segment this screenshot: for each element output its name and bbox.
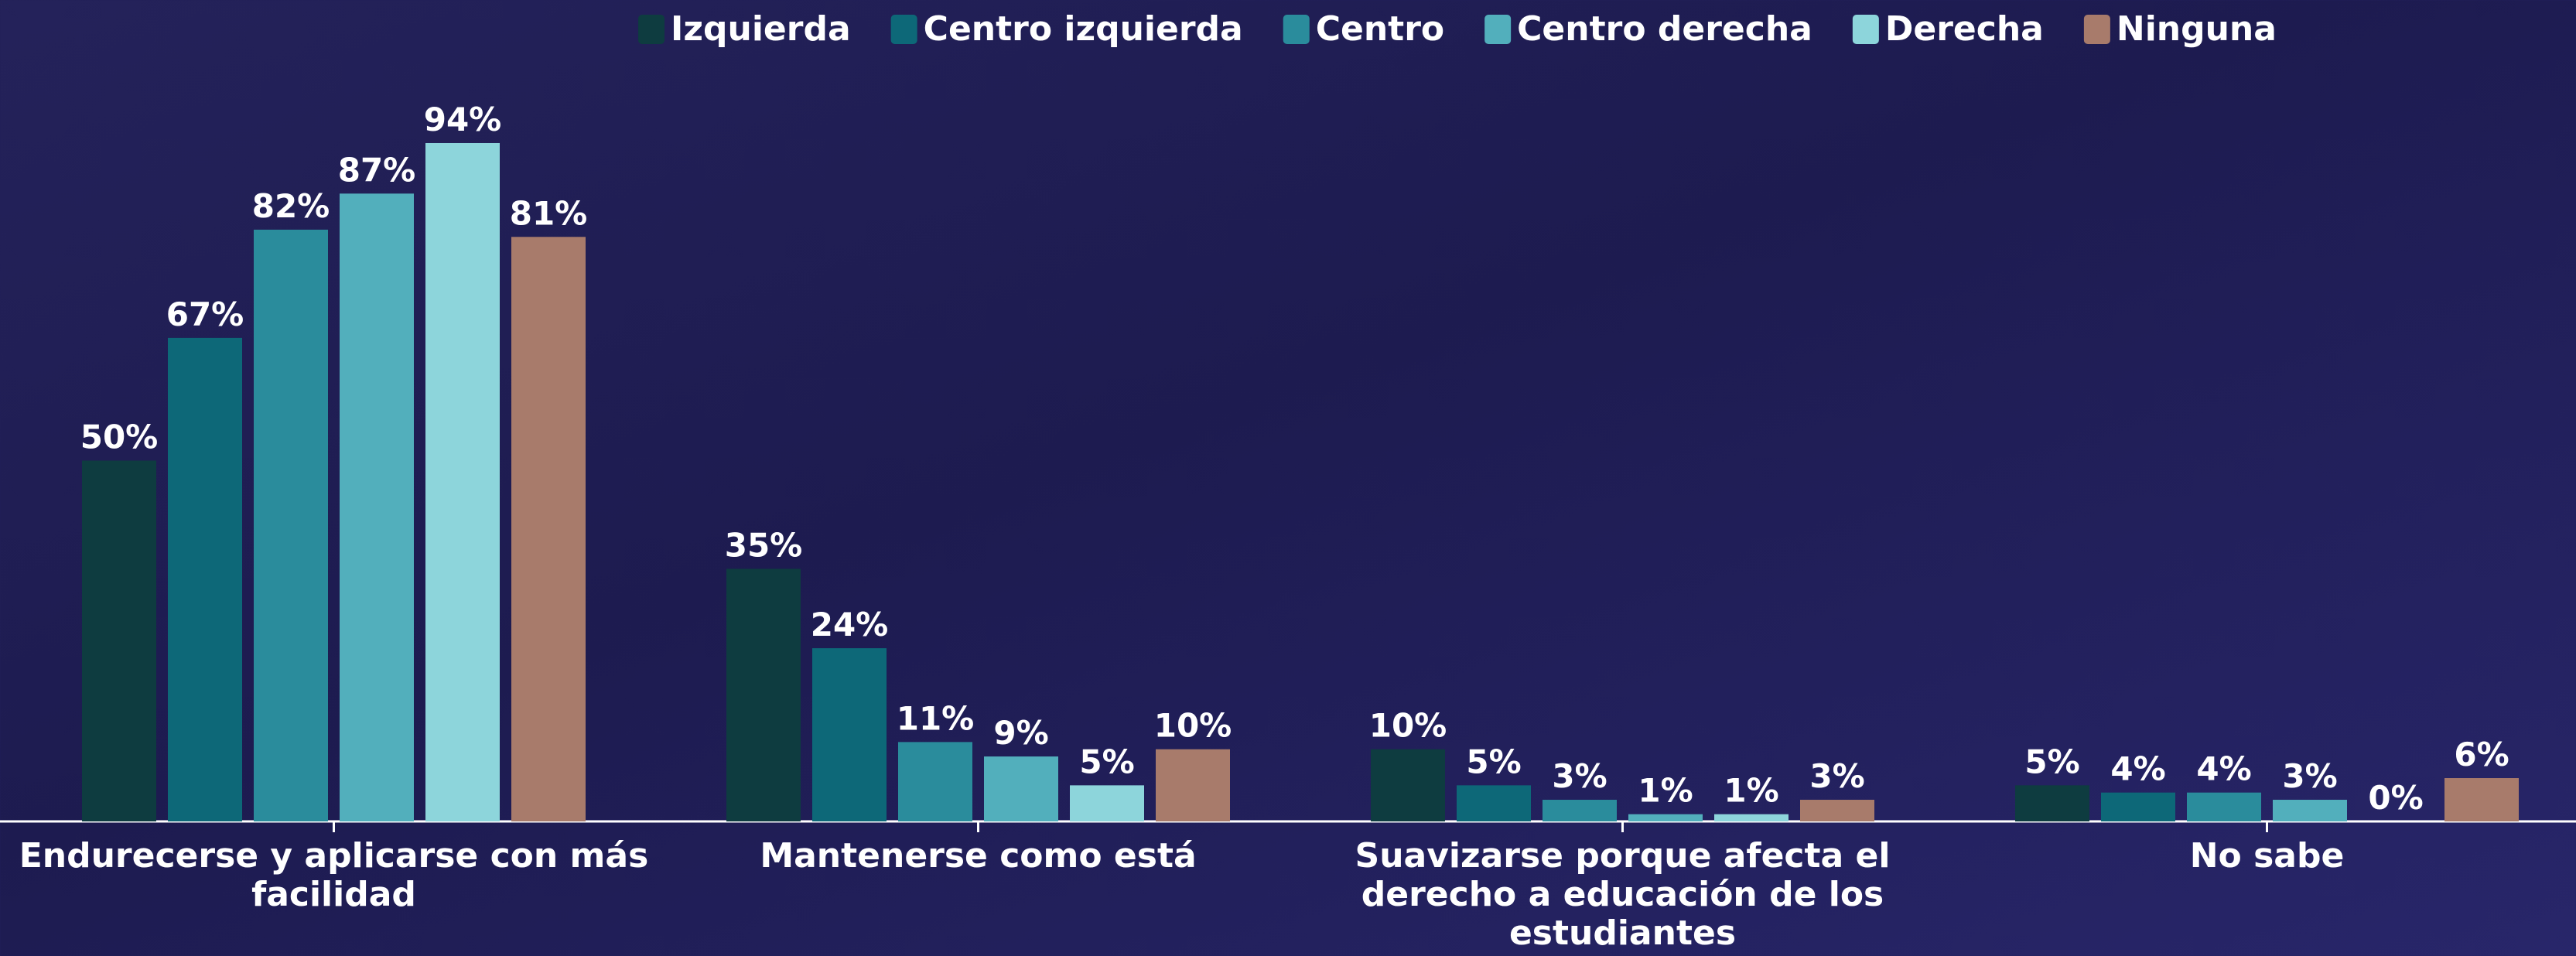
value-label: 10% [1154, 707, 1232, 745]
value-label: 10% [1369, 707, 1447, 745]
value-label: 82% [252, 187, 330, 225]
category-label: No sabe [2189, 836, 2345, 876]
value-label: 24% [811, 606, 889, 644]
bar [511, 237, 586, 821]
bar [1457, 785, 1531, 821]
legend-label: Derecha [1885, 9, 2044, 49]
value-label: 11% [897, 699, 975, 737]
bar [984, 756, 1058, 821]
legend-label: Centro [1316, 9, 1444, 49]
legend-label: Centro derecha [1517, 9, 1812, 49]
bar [1800, 800, 1874, 821]
value-label: 6% [2454, 736, 2509, 773]
value-label: 94% [424, 101, 502, 138]
legend-swatch [1852, 15, 1879, 44]
value-label: 3% [1552, 757, 1607, 795]
value-label: 3% [2282, 757, 2337, 795]
value-label: 50% [80, 418, 159, 456]
bar [254, 229, 328, 821]
category-label: Mantenerse como está [760, 836, 1197, 876]
bar [340, 193, 414, 822]
legend-swatch [1283, 15, 1310, 44]
value-label: 67% [166, 295, 244, 333]
bar [1628, 814, 1703, 821]
value-label: 9% [993, 714, 1048, 752]
bar [425, 142, 500, 822]
bar [726, 568, 801, 821]
legend-label: Ninguna [2116, 9, 2277, 49]
value-label: 35% [725, 526, 803, 564]
category-label: Suavizarse porque afecta el derecho a ed… [1355, 836, 1891, 953]
legend-swatch [2083, 15, 2110, 44]
bar [2015, 785, 2089, 821]
bar [1543, 800, 1617, 821]
value-label: 1% [1638, 772, 1693, 810]
value-label: 5% [1079, 743, 1134, 780]
value-label: 3% [1809, 757, 1864, 795]
value-label: 87% [338, 151, 416, 189]
value-label: 4% [2110, 750, 2165, 788]
legend-swatch [1484, 15, 1512, 44]
bar [82, 460, 156, 821]
bar [1156, 749, 1230, 821]
bar [168, 337, 242, 821]
bar [2101, 792, 2175, 821]
bar [2187, 792, 2261, 821]
bar [898, 742, 972, 821]
bar [1714, 814, 1789, 821]
value-label: 5% [1466, 743, 1521, 780]
legend-swatch [638, 15, 665, 44]
value-label: 0% [2368, 779, 2423, 817]
value-label: 5% [2024, 743, 2079, 780]
legend-label: Izquierda [671, 9, 851, 49]
legend-label: Centro izquierda [924, 9, 1243, 49]
value-label: 81% [510, 194, 588, 232]
bar [1070, 785, 1144, 821]
bar [812, 648, 887, 821]
category-label: Endurecerse y aplicarse con más facilida… [19, 836, 649, 914]
bar [1371, 749, 1445, 821]
legend-swatch [890, 15, 917, 44]
bar [2273, 800, 2347, 821]
value-label: 4% [2196, 750, 2251, 788]
bar [2444, 778, 2519, 821]
value-label: 1% [1724, 772, 1778, 810]
